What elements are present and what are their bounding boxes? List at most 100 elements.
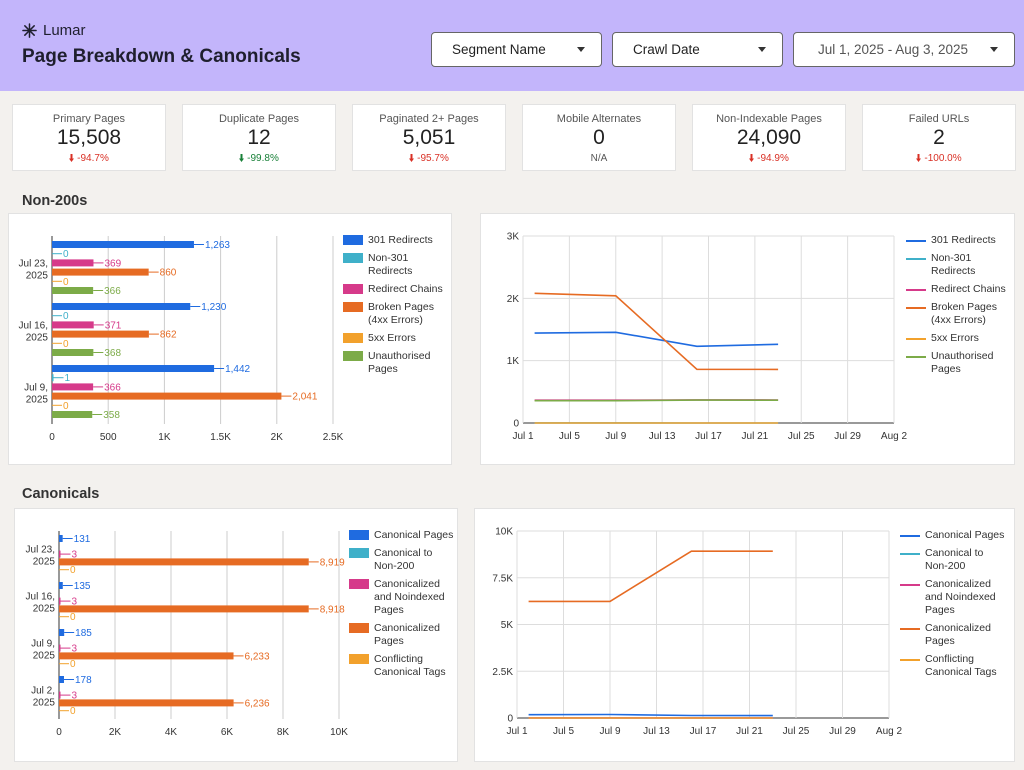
bar — [52, 330, 149, 338]
segment-dropdown[interactable]: Segment Name — [431, 32, 602, 67]
legend-item[interactable]: Unauthorised Pages — [343, 350, 448, 376]
date-range-picker[interactable]: Jul 1, 2025 - Aug 3, 2025 — [793, 32, 1015, 67]
bar — [52, 383, 94, 391]
category-label: 2025 — [26, 395, 49, 406]
data-label: 0 — [63, 277, 69, 288]
x-tick-label: Jul 9 — [605, 431, 627, 442]
kpi-non-indexable-pages[interactable]: Non-Indexable Pages 24,090 -94.9% — [692, 104, 846, 171]
x-tick-label: Jul 9 — [599, 726, 621, 737]
data-label: 1,263 — [205, 240, 230, 251]
x-tick-label: Jul 1 — [506, 726, 528, 737]
legend-item[interactable]: Broken Pages (4xx Errors) — [343, 301, 448, 327]
legend-item[interactable]: Conflicting Canonical Tags — [900, 653, 1005, 679]
legend-label: Broken Pages (4xx Errors) — [931, 301, 997, 326]
legend-item[interactable]: Conflicting Canonical Tags — [349, 653, 454, 679]
legend-swatch — [349, 548, 369, 558]
kpi-delta-value: -94.7% — [77, 153, 109, 164]
legend-item[interactable]: 301 Redirects — [906, 234, 1011, 247]
legend-label: 301 Redirects — [931, 234, 996, 246]
legend-item[interactable]: Broken Pages (4xx Errors) — [906, 301, 1011, 327]
legend-item[interactable]: Unauthorised Pages — [906, 350, 1011, 376]
bar — [59, 691, 61, 699]
kpi-failed-urls[interactable]: Failed URLs 2 -100.0% — [862, 104, 1016, 171]
kpi-delta-value: -95.7% — [417, 153, 449, 164]
legend-line — [906, 338, 926, 340]
data-label: 178 — [75, 675, 92, 686]
kpi-label: Duplicate Pages — [218, 113, 300, 125]
kpi-delta: -95.7% — [353, 153, 505, 164]
legend-label: Canonicalized Pages — [374, 622, 440, 647]
canon-line-chart: 0 2.5K 5K 7.5K 10K Jul 1 Jul 5 Jul 9 Jul 13 Jul 1… — [492, 527, 902, 738]
legend-item[interactable]: 5xx Errors — [906, 332, 1011, 345]
kpi-value: 12 — [247, 126, 271, 149]
kpi-paginated-pages[interactable]: Paginated 2+ Pages 5,051 -95.7% — [352, 104, 506, 171]
x-tick-label: Jul 5 — [559, 431, 581, 442]
legend-item[interactable]: Canonical to Non-200 — [900, 547, 1005, 573]
section-title-non200: Non-200s — [22, 193, 88, 209]
legend-line — [900, 553, 920, 555]
legend-item[interactable]: Canonical Pages — [349, 529, 454, 542]
legend-label: Unauthorised Pages — [368, 350, 431, 375]
kpi-value: 24,090 — [736, 126, 802, 149]
data-label: 1 — [65, 373, 71, 384]
bar — [52, 411, 93, 418]
legend-item[interactable]: Canonicalized and Noindexed Pages — [349, 578, 454, 617]
legend-item[interactable]: 5xx Errors — [343, 332, 448, 345]
legend-line — [900, 628, 920, 630]
bar — [59, 582, 63, 589]
legend-swatch — [349, 654, 369, 664]
arrow-down-icon — [749, 154, 755, 162]
bar — [59, 597, 61, 605]
lumar-logo-icon — [22, 23, 37, 38]
bar — [52, 349, 94, 356]
bar — [52, 365, 215, 372]
legend-line — [906, 356, 926, 358]
legend-item[interactable]: Non-301 Redirects — [343, 252, 448, 278]
kpi-delta-value: -94.9% — [757, 153, 789, 164]
series-line — [528, 713, 773, 717]
kpi-delta: -100.0% — [863, 153, 1015, 164]
x-tick-label: Jul 25 — [788, 431, 815, 442]
legend-label: Canonicalized and Noindexed Pages — [374, 578, 445, 616]
x-tick-label: Jul 13 — [643, 726, 670, 737]
canon-bar-panel: 0 2K 4K 6K 8K 10K Jul 23, 2025 131 3 8,919 0 Jul 16,… — [14, 508, 458, 762]
brand-logo[interactable]: Lumar — [22, 22, 86, 39]
y-tick-label: 2.5K — [492, 667, 513, 678]
data-label: 3 — [72, 597, 78, 608]
caret-down-icon — [577, 47, 585, 52]
legend-item[interactable]: Canonicalized Pages — [900, 622, 1005, 648]
crawl-date-dropdown[interactable]: Crawl Date — [612, 32, 783, 67]
legend-item[interactable]: Redirect Chains — [343, 283, 448, 296]
legend-item[interactable]: Canonical Pages — [900, 529, 1005, 542]
x-tick-label: 4K — [165, 727, 178, 738]
data-label: 368 — [104, 348, 121, 359]
kpi-mobile-alternates[interactable]: Mobile Alternates 0 N/A — [522, 104, 676, 171]
legend-item[interactable]: Redirect Chains — [906, 283, 1011, 296]
x-tick-label: 2.5K — [323, 432, 344, 443]
legend-item[interactable]: 301 Redirects — [343, 234, 448, 247]
legend-label: Redirect Chains — [368, 283, 443, 295]
non200-bar-panel: 0 500 1K 1.5K 2K 2.5K Jul 23, 2025 1,263 0 369 860 0… — [8, 213, 452, 465]
legend-item[interactable]: Non-301 Redirects — [906, 252, 1011, 278]
x-tick-label: Jul 21 — [736, 726, 763, 737]
arrow-down-icon — [69, 154, 75, 162]
legend-item[interactable]: Canonical to Non-200 — [349, 547, 454, 573]
legend-item[interactable]: Canonicalized and Noindexed Pages — [900, 578, 1005, 617]
category-label: Jul 9, — [24, 383, 48, 394]
category-label: Jul 16, — [26, 592, 55, 603]
kpi-duplicate-pages[interactable]: Duplicate Pages 12 -99.8% — [182, 104, 336, 171]
legend-item[interactable]: Canonicalized Pages — [349, 622, 454, 648]
legend-line — [900, 535, 920, 537]
x-tick-label: Jul 5 — [553, 726, 575, 737]
caret-down-icon — [758, 47, 766, 52]
bar — [59, 535, 63, 542]
data-label: 358 — [103, 410, 120, 421]
legend-label: Canonical Pages — [925, 529, 1005, 541]
bar — [59, 644, 61, 652]
legend-line — [906, 289, 926, 291]
bar — [52, 374, 54, 382]
series-line — [534, 399, 779, 402]
section-title-canonicals: Canonicals — [22, 486, 100, 502]
legend-label: Non-301 Redirects — [368, 252, 413, 277]
kpi-primary-pages[interactable]: Primary Pages 15,508 -94.7% — [12, 104, 166, 171]
